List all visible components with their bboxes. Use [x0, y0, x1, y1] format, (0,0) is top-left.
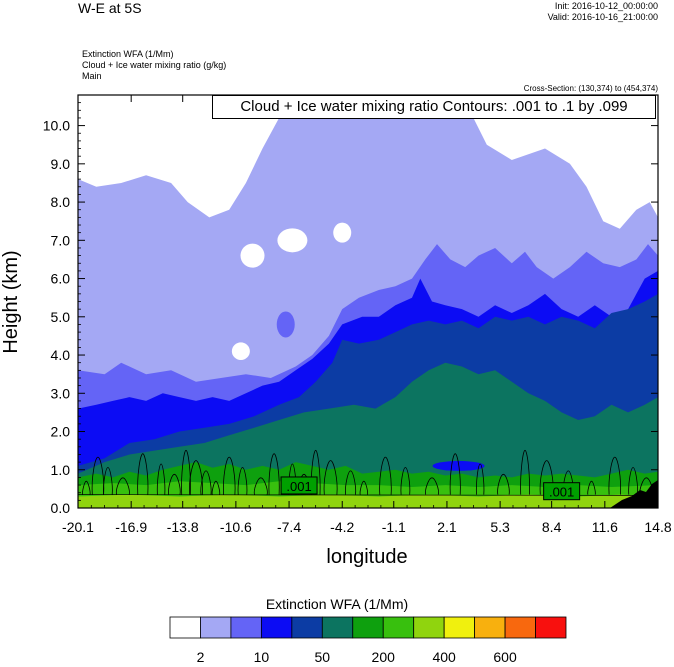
contour-label-box — [543, 482, 581, 501]
y-tick-label: 0.0 — [51, 500, 71, 516]
extinction-shading — [78, 95, 658, 508]
x-tick-label: -10.6 — [220, 519, 252, 535]
cross-section-label: Cross-Section: (130,374) to (454,374) — [523, 84, 658, 93]
colorbar-label: 10 — [254, 649, 270, 665]
contour-line — [379, 456, 392, 495]
colorbar-swatch — [413, 616, 445, 639]
contour-line — [211, 480, 221, 495]
y-tick-label: 1.0 — [51, 462, 71, 478]
y-tick-label: 6.0 — [51, 271, 71, 287]
shading-band-8 — [78, 494, 658, 508]
y-tick-label: 7.0 — [51, 232, 71, 248]
x-tick-label: -20.1 — [62, 519, 94, 535]
contour-line — [253, 477, 268, 495]
contour-line — [587, 480, 596, 495]
colorbar-swatch — [321, 616, 354, 639]
x-tick-label: -4.2 — [330, 519, 354, 535]
colorbar-label: 600 — [493, 649, 517, 665]
colorbar-swatch — [535, 616, 567, 639]
colorbar-swatch — [291, 616, 323, 639]
contour-line — [628, 467, 638, 495]
contour-line — [156, 463, 166, 495]
y-tick-label: 8.0 — [51, 194, 71, 210]
x-axis-label: longitude — [326, 546, 407, 568]
x-tick-label: 2.1 — [437, 519, 457, 535]
clear-pocket-3 — [231, 342, 250, 361]
colorbar-swatch — [504, 616, 536, 639]
contour-line — [520, 449, 530, 495]
y-tick-label: 3.0 — [51, 385, 71, 401]
colorbar-swatch — [169, 616, 201, 639]
colorbar-label: 200 — [372, 649, 396, 665]
y-tick-label: 9.0 — [51, 156, 71, 172]
colorbar-swatch — [260, 616, 293, 639]
colorbar-swatch — [382, 616, 415, 639]
convective-cell — [276, 311, 295, 338]
colorbar-title: Extinction WFA (1/Mm) — [265, 596, 409, 612]
field-line-extinction: Extinction WFA (1/Mm) — [82, 49, 174, 59]
chart-title: W-E at 5S — [78, 0, 142, 16]
contour-line — [137, 453, 149, 495]
contour-value-label: .001 — [549, 485, 574, 500]
y-tick-label: 5.0 — [51, 309, 71, 325]
contour-line — [237, 467, 248, 495]
colorbar-label: 50 — [315, 649, 331, 665]
x-tick-label: 8.4 — [542, 519, 562, 535]
colorbar: 2 10 50 200 400 600 — [169, 616, 567, 665]
colorbar-swatch — [443, 616, 476, 639]
field-line-mixing-ratio: Cloud + Ice water mixing ratio (g/kg) — [82, 60, 227, 70]
contour-line — [475, 463, 485, 495]
contour-line — [345, 470, 357, 495]
clear-pocket-2 — [333, 222, 352, 243]
contour-line — [497, 473, 510, 495]
contour-value-label: .001 — [286, 479, 311, 494]
clear-pocket-1 — [277, 228, 308, 253]
colorbar-swatch — [474, 616, 506, 639]
contour-line — [91, 456, 105, 495]
colorbar-label: 400 — [432, 649, 456, 665]
contour-line — [268, 453, 280, 495]
contour-label-box — [280, 476, 318, 495]
contour-line — [359, 480, 369, 495]
contour-line — [425, 477, 439, 495]
contour-line — [539, 460, 554, 495]
y-axis-label: Height (km) — [0, 250, 22, 353]
mixing-ratio-contours — [78, 449, 658, 496]
x-tick-label: 14.8 — [644, 519, 671, 535]
clear-pocket-0 — [240, 243, 265, 268]
x-tick-label: 11.6 — [592, 519, 618, 535]
field-line-main: Main — [82, 71, 102, 81]
terrain — [610, 480, 658, 508]
contour-line — [323, 460, 338, 495]
x-tick-label: -1.1 — [382, 519, 406, 535]
x-tick-label: 5.3 — [490, 519, 510, 535]
contour-line — [400, 467, 411, 495]
init-time: Init: 2016-10-12_00:00:00 — [554, 1, 658, 11]
colorbar-swatch — [352, 616, 384, 639]
colorbar-label: 2 — [197, 649, 205, 665]
valid-time: Valid: 2016-10-16_21:00:00 — [547, 12, 658, 22]
contour-line — [168, 473, 181, 495]
x-tick-label: -7.4 — [277, 519, 301, 535]
contour-line — [223, 456, 236, 495]
x-tick-label: -13.8 — [167, 519, 199, 535]
contour-info-label: Cloud + Ice water mixing ratio Contours:… — [212, 95, 656, 119]
colorbar-swatch — [230, 616, 262, 639]
x-tick-label: -16.9 — [115, 519, 147, 535]
contour-line — [449, 453, 461, 495]
y-tick-label: 2.0 — [51, 424, 71, 440]
contour-line — [82, 480, 91, 495]
y-tick-label: 10.0 — [43, 118, 70, 134]
y-tick-label: 4.0 — [51, 347, 71, 363]
colorbar-swatch — [200, 616, 232, 639]
contour-line — [103, 467, 113, 495]
contour-line — [608, 456, 622, 495]
contour-line — [310, 449, 321, 495]
contour-line — [200, 470, 212, 495]
contour-line — [115, 477, 130, 495]
